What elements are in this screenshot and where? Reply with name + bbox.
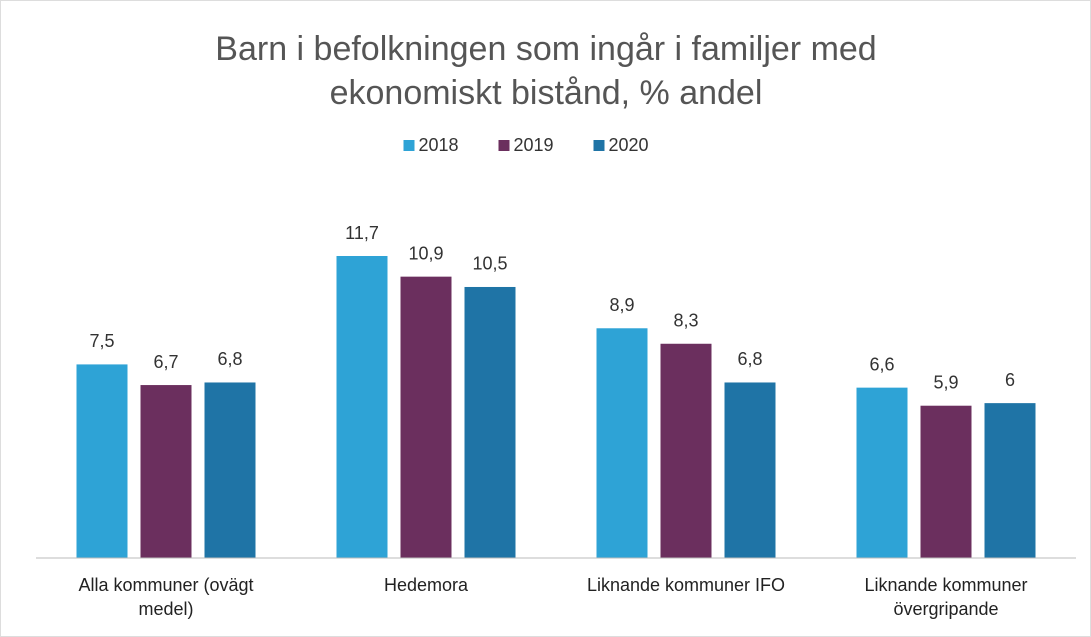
value-label: 5,9 (933, 372, 958, 392)
value-label: 6,7 (153, 352, 178, 372)
legend-swatch (403, 140, 415, 151)
bar (464, 286, 516, 558)
value-label: 6,6 (869, 354, 894, 374)
bar (724, 382, 776, 558)
bar (596, 328, 648, 558)
x-tick-label: Alla kommuner (ovägt medel) (78, 575, 254, 619)
bar (984, 403, 1036, 558)
chart-title: Barn i befolkningen som ingår i familjer… (215, 30, 877, 112)
value-label: 7,5 (89, 331, 114, 351)
value-label: 6,8 (217, 349, 242, 369)
legend-label: 2019 (514, 135, 554, 155)
bar (400, 276, 452, 558)
legend-swatch (593, 140, 605, 151)
legend-label: 2020 (609, 135, 649, 155)
x-tick-label: Liknande kommuner IFO (586, 575, 786, 595)
bar (856, 387, 908, 558)
bar (204, 382, 256, 558)
value-label: 8,9 (609, 295, 634, 315)
bar (76, 364, 128, 558)
bar (336, 256, 388, 558)
bar (660, 343, 712, 558)
value-label: 10,9 (408, 243, 443, 263)
legend-swatch (498, 140, 510, 151)
legend-label: 2018 (419, 135, 459, 155)
value-label: 11,7 (345, 223, 379, 243)
value-label: 10,5 (472, 254, 507, 274)
value-label: 6 (1005, 370, 1015, 390)
x-tick-label: Hedemora (383, 575, 469, 595)
bar (140, 385, 192, 558)
bar (920, 405, 972, 558)
x-tick-label: Liknande kommuner övergripande (864, 575, 1028, 619)
value-label: 8,3 (673, 311, 698, 331)
value-label: 6,8 (737, 349, 762, 369)
